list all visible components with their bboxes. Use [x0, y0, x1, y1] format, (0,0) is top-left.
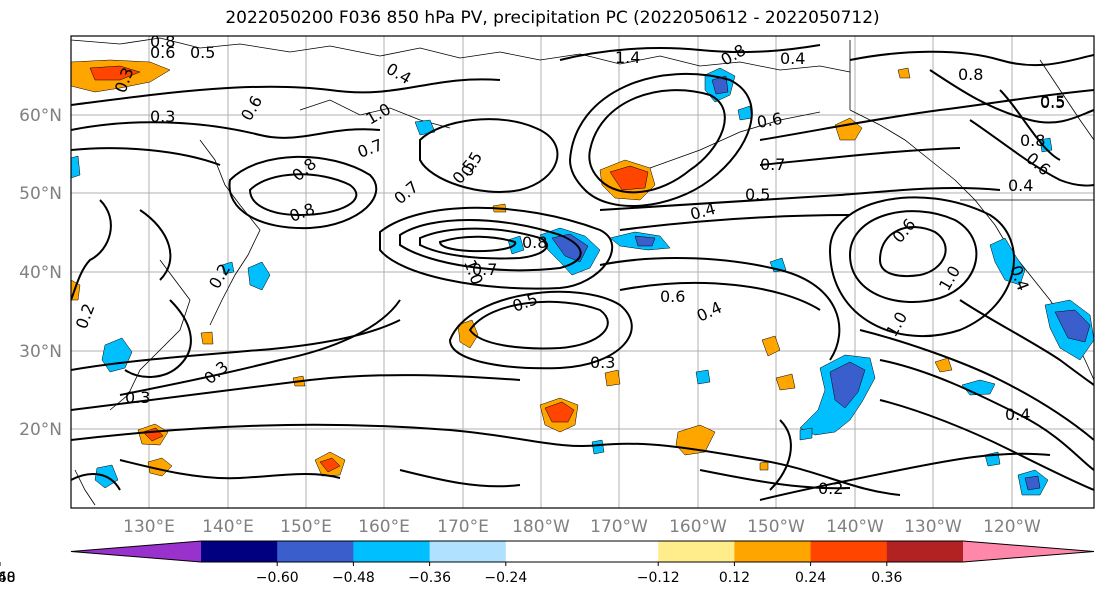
latitude-labels: 60°N 50°N 40°N 30°N 20°N — [19, 106, 62, 440]
colorbar-segment — [658, 541, 735, 562]
contour-label: 0.3 — [150, 107, 175, 126]
contour-label: 0.6 — [755, 109, 783, 132]
colorbar-segment — [505, 541, 583, 562]
lon-label: 130°W — [904, 517, 962, 537]
contour-label: 0.7 — [760, 155, 785, 174]
lon-label: 170°W — [590, 517, 648, 537]
colorbar-segment — [201, 541, 278, 562]
contour-label: 0.7 — [472, 260, 497, 279]
map-frame — [70, 35, 1095, 509]
lat-label: 60°N — [19, 106, 62, 126]
colorbar-tick-labels: −0.60 −0.48 −0.36 −0.24 −0.12 0.12 0.24 0.36 0.4… — [0, 562, 902, 586]
coastlines — [71, 37, 1094, 506]
colorbar-extend-max — [963, 541, 1094, 562]
colorbar-tick-label: −0.12 — [637, 570, 680, 586]
lon-label: 160°W — [669, 517, 727, 537]
colorbar-segment — [886, 541, 964, 562]
lon-label: 150°W — [747, 517, 805, 537]
lon-label: 120°W — [983, 517, 1041, 537]
colorbar-segment — [582, 541, 659, 562]
contour-label: 0.4 — [780, 49, 805, 68]
contour-label: 0.2 — [818, 479, 843, 498]
contour-label: 0.6 — [660, 287, 685, 306]
colorbar-segment — [353, 541, 431, 562]
contour-label: 0.4 — [1005, 405, 1030, 424]
lon-label: 140°E — [202, 517, 254, 537]
colorbar — [70, 540, 1095, 563]
contour-label: 0.5 — [745, 185, 770, 204]
lon-label: 130°E — [123, 517, 175, 537]
lon-label: 150°E — [280, 517, 332, 537]
lat-label: 20°N — [19, 420, 62, 440]
contour-label: 0.5 — [190, 43, 215, 62]
colorbar-tick-label: −0.36 — [408, 570, 451, 586]
lon-label: 180°W — [512, 517, 570, 537]
colorbar-segment — [277, 541, 354, 562]
contour-label: 0.4 — [1008, 176, 1033, 195]
colorbar-segment — [810, 541, 888, 562]
colorbar-tick-label: −0.48 — [332, 570, 375, 586]
colorbar-tick-label: −0.60 — [256, 570, 299, 586]
lon-label: 160°E — [358, 517, 410, 537]
contour-label: 0.5 — [1040, 92, 1065, 111]
longitude-labels: 130°E 140°E 150°E 160°E 170°E 180°W 170°… — [123, 517, 1041, 537]
lon-label: 170°E — [437, 517, 489, 537]
colorbar-outline — [70, 540, 1095, 563]
colorbar-tick-label: 0.48 — [0, 570, 16, 586]
colorbar-segment — [734, 541, 812, 562]
colorbar-segment — [429, 541, 507, 562]
contour-label: 0.8 — [958, 65, 983, 84]
contour-label: 1.4 — [615, 48, 640, 67]
contour-label: 0.8 — [522, 233, 547, 252]
colorbar-tick-label: 0.36 — [871, 570, 902, 586]
pv-contours — [71, 44, 1094, 501]
contour-label: 0.8 — [1020, 131, 1045, 150]
contour-label: 0.6 — [150, 43, 175, 62]
colorbar-tick-label: 0.24 — [795, 570, 826, 586]
map-title: 2022050200 F036 850 hPa PV, precipitatio… — [225, 8, 880, 28]
colorbar-tick-label: 0.60 — [0, 570, 16, 586]
colorbar-tick-label: −0.24 — [484, 570, 527, 586]
lon-label: 140°W — [826, 517, 884, 537]
contour-label: 0.5 — [1040, 93, 1065, 112]
contour-label: 0.8 — [150, 32, 175, 51]
lat-label: 50°N — [19, 184, 62, 204]
colorbar-extend-min — [71, 541, 201, 562]
contour-label: 0.3 — [125, 388, 150, 407]
lat-label: 30°N — [19, 342, 62, 362]
lat-label: 40°N — [19, 263, 62, 283]
colorbar-tick-label: 0.12 — [719, 570, 750, 586]
contour-label: 0.3 — [590, 353, 615, 372]
